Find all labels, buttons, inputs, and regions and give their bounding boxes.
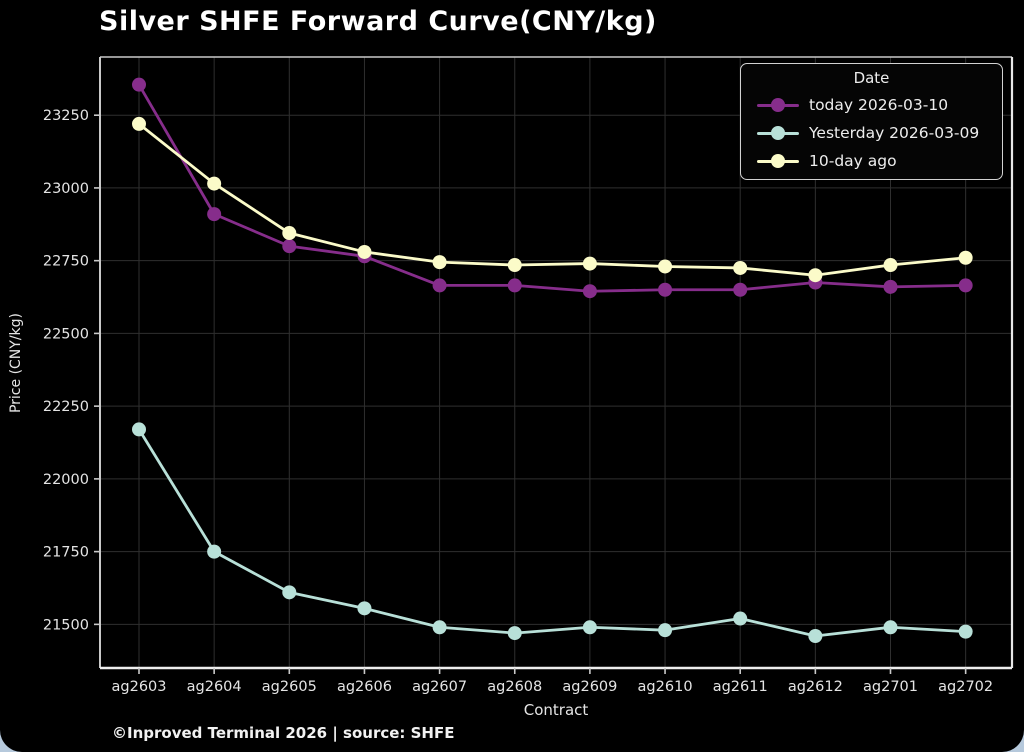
x-tick-label: ag2610 bbox=[638, 679, 693, 695]
chart-legend: Date today 2026-03-10 Yesterday 2026-03-0… bbox=[740, 63, 1003, 180]
x-tick-label: ag2606 bbox=[337, 679, 392, 695]
chart-title: Silver SHFE Forward Curve(CNY/kg) bbox=[99, 6, 657, 37]
x-tick-label: ag2702 bbox=[938, 679, 993, 695]
series-marker-today bbox=[883, 279, 898, 294]
x-tick-label: ag2603 bbox=[112, 679, 167, 695]
y-tick-label: 23000 bbox=[43, 181, 89, 197]
legend-label: today 2026-03-10 bbox=[809, 96, 949, 114]
series-marker-today bbox=[432, 278, 447, 293]
series-marker-today bbox=[132, 77, 146, 92]
x-tick-label: ag2611 bbox=[713, 679, 768, 695]
series-marker-today bbox=[507, 278, 522, 293]
series-line-yesterday bbox=[137, 428, 966, 638]
series-marker-today bbox=[582, 284, 597, 299]
footer-credit: ©Inproved Terminal 2026 | source: SHFE bbox=[112, 724, 455, 742]
x-tick-label: ag2701 bbox=[863, 679, 918, 695]
series-marker-today bbox=[282, 239, 297, 254]
series-line-today bbox=[137, 83, 966, 293]
series-marker-yesterday bbox=[207, 544, 222, 559]
series-marker-yesterday bbox=[883, 620, 898, 635]
series-marker-today bbox=[958, 278, 973, 293]
series-marker-yesterday bbox=[432, 620, 447, 635]
series-marker-10-day bbox=[733, 260, 748, 275]
legend-row: today 2026-03-10 bbox=[741, 91, 1002, 119]
x-tick-label: ag2612 bbox=[788, 679, 843, 695]
series-line-10-day bbox=[138, 122, 966, 277]
legend-rows: today 2026-03-10 Yesterday 2026-03-09 10-d… bbox=[741, 91, 1002, 175]
y-tick-label: 21750 bbox=[43, 545, 89, 561]
series-marker-yesterday bbox=[808, 628, 823, 643]
series-marker-10-day bbox=[958, 250, 973, 265]
y-tick-label: 22750 bbox=[43, 254, 89, 270]
series-marker-10-day bbox=[282, 226, 297, 241]
series-marker-yesterday bbox=[733, 611, 748, 626]
series-marker-yesterday bbox=[658, 623, 673, 638]
series-marker-today bbox=[733, 282, 748, 297]
legend-row: Yesterday 2026-03-09 bbox=[741, 119, 1002, 147]
legend-label: 10-day ago bbox=[809, 152, 897, 170]
y-tick-label: 22250 bbox=[43, 399, 89, 415]
series-marker-yesterday bbox=[282, 585, 297, 600]
series-marker-10-day bbox=[207, 176, 222, 191]
y-tick-label: 22000 bbox=[43, 472, 89, 488]
x-tick-label: ag2609 bbox=[562, 679, 617, 695]
series-marker-today bbox=[658, 282, 673, 297]
legend-title: Date bbox=[853, 69, 890, 87]
x-axis-label: Contract bbox=[523, 701, 589, 719]
x-tick-label: ag2604 bbox=[187, 679, 242, 695]
legend-marker-icon bbox=[757, 154, 799, 168]
series-marker-yesterday bbox=[357, 601, 372, 616]
series-marker-yesterday bbox=[958, 624, 973, 639]
series-marker-10-day bbox=[582, 256, 597, 271]
y-tick-label: 22500 bbox=[43, 326, 89, 342]
legend-row: 10-day ago bbox=[741, 147, 1002, 175]
series-marker-yesterday bbox=[507, 626, 522, 641]
series-marker-10-day bbox=[507, 258, 522, 273]
y-tick-label: 21500 bbox=[43, 617, 89, 633]
y-tick-label: 23250 bbox=[43, 108, 89, 124]
x-tick-label: ag2608 bbox=[487, 679, 542, 695]
series-marker-yesterday bbox=[582, 620, 597, 635]
series-marker-10-day bbox=[132, 116, 146, 131]
series-marker-10-day bbox=[357, 244, 372, 259]
series-marker-yesterday bbox=[132, 422, 146, 437]
legend-marker-icon bbox=[757, 126, 799, 140]
series-marker-10-day bbox=[658, 259, 673, 274]
series-marker-10-day bbox=[432, 255, 447, 270]
series-marker-10-day bbox=[808, 268, 823, 283]
series-marker-today bbox=[207, 207, 222, 222]
series-marker-10-day bbox=[883, 258, 898, 273]
legend-label: Yesterday 2026-03-09 bbox=[809, 124, 980, 142]
x-tick-label: ag2605 bbox=[262, 679, 317, 695]
x-tick-label: ag2607 bbox=[412, 679, 467, 695]
legend-marker-icon bbox=[757, 98, 799, 112]
